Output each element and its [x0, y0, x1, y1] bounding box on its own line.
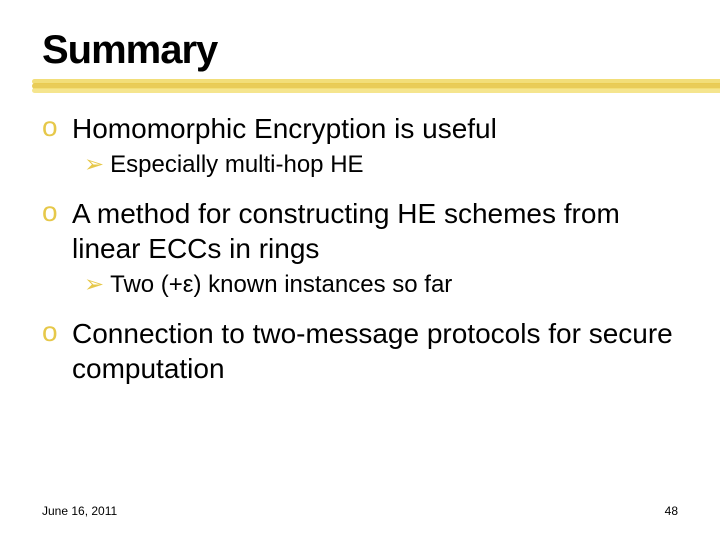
- slide-title: Summary: [42, 28, 678, 73]
- bullet-marker: ➢: [84, 270, 104, 299]
- bullet-level2: ➢Especially multi-hop HE: [84, 150, 678, 180]
- bullet-marker: o: [42, 316, 62, 348]
- bullet-marker: o: [42, 111, 62, 143]
- slide: Summary o Homomorphic Encryption is usefu…: [0, 0, 720, 540]
- bullet-text: Connection to two-message protocols for …: [72, 316, 678, 386]
- bullet-text: Two (+ε) known instances so far: [110, 270, 452, 300]
- bullet-text: Especially multi-hop HE: [110, 150, 363, 180]
- bullet-marker: ➢: [84, 150, 104, 179]
- slide-footer: June 16, 2011 48: [42, 504, 678, 518]
- bullet-marker: o: [42, 196, 62, 228]
- bullet-level1: o Homomorphic Encryption is useful: [42, 111, 678, 146]
- footer-page-number: 48: [665, 504, 678, 518]
- bullet-list: oHomomorphic Encryption is useful➢Especi…: [42, 111, 678, 406]
- bullet-level1: o Connection to two-message protocols for…: [42, 316, 678, 386]
- bullet-text: A method for constructing HE schemes fro…: [72, 196, 678, 266]
- bullet-level1: o A method for constructing HE schemes fr…: [42, 196, 678, 266]
- footer-date: June 16, 2011: [42, 504, 117, 518]
- bullet-text: Homomorphic Encryption is useful: [72, 111, 497, 146]
- bullet-level2: ➢Two (+ε) known instances so far: [84, 270, 678, 300]
